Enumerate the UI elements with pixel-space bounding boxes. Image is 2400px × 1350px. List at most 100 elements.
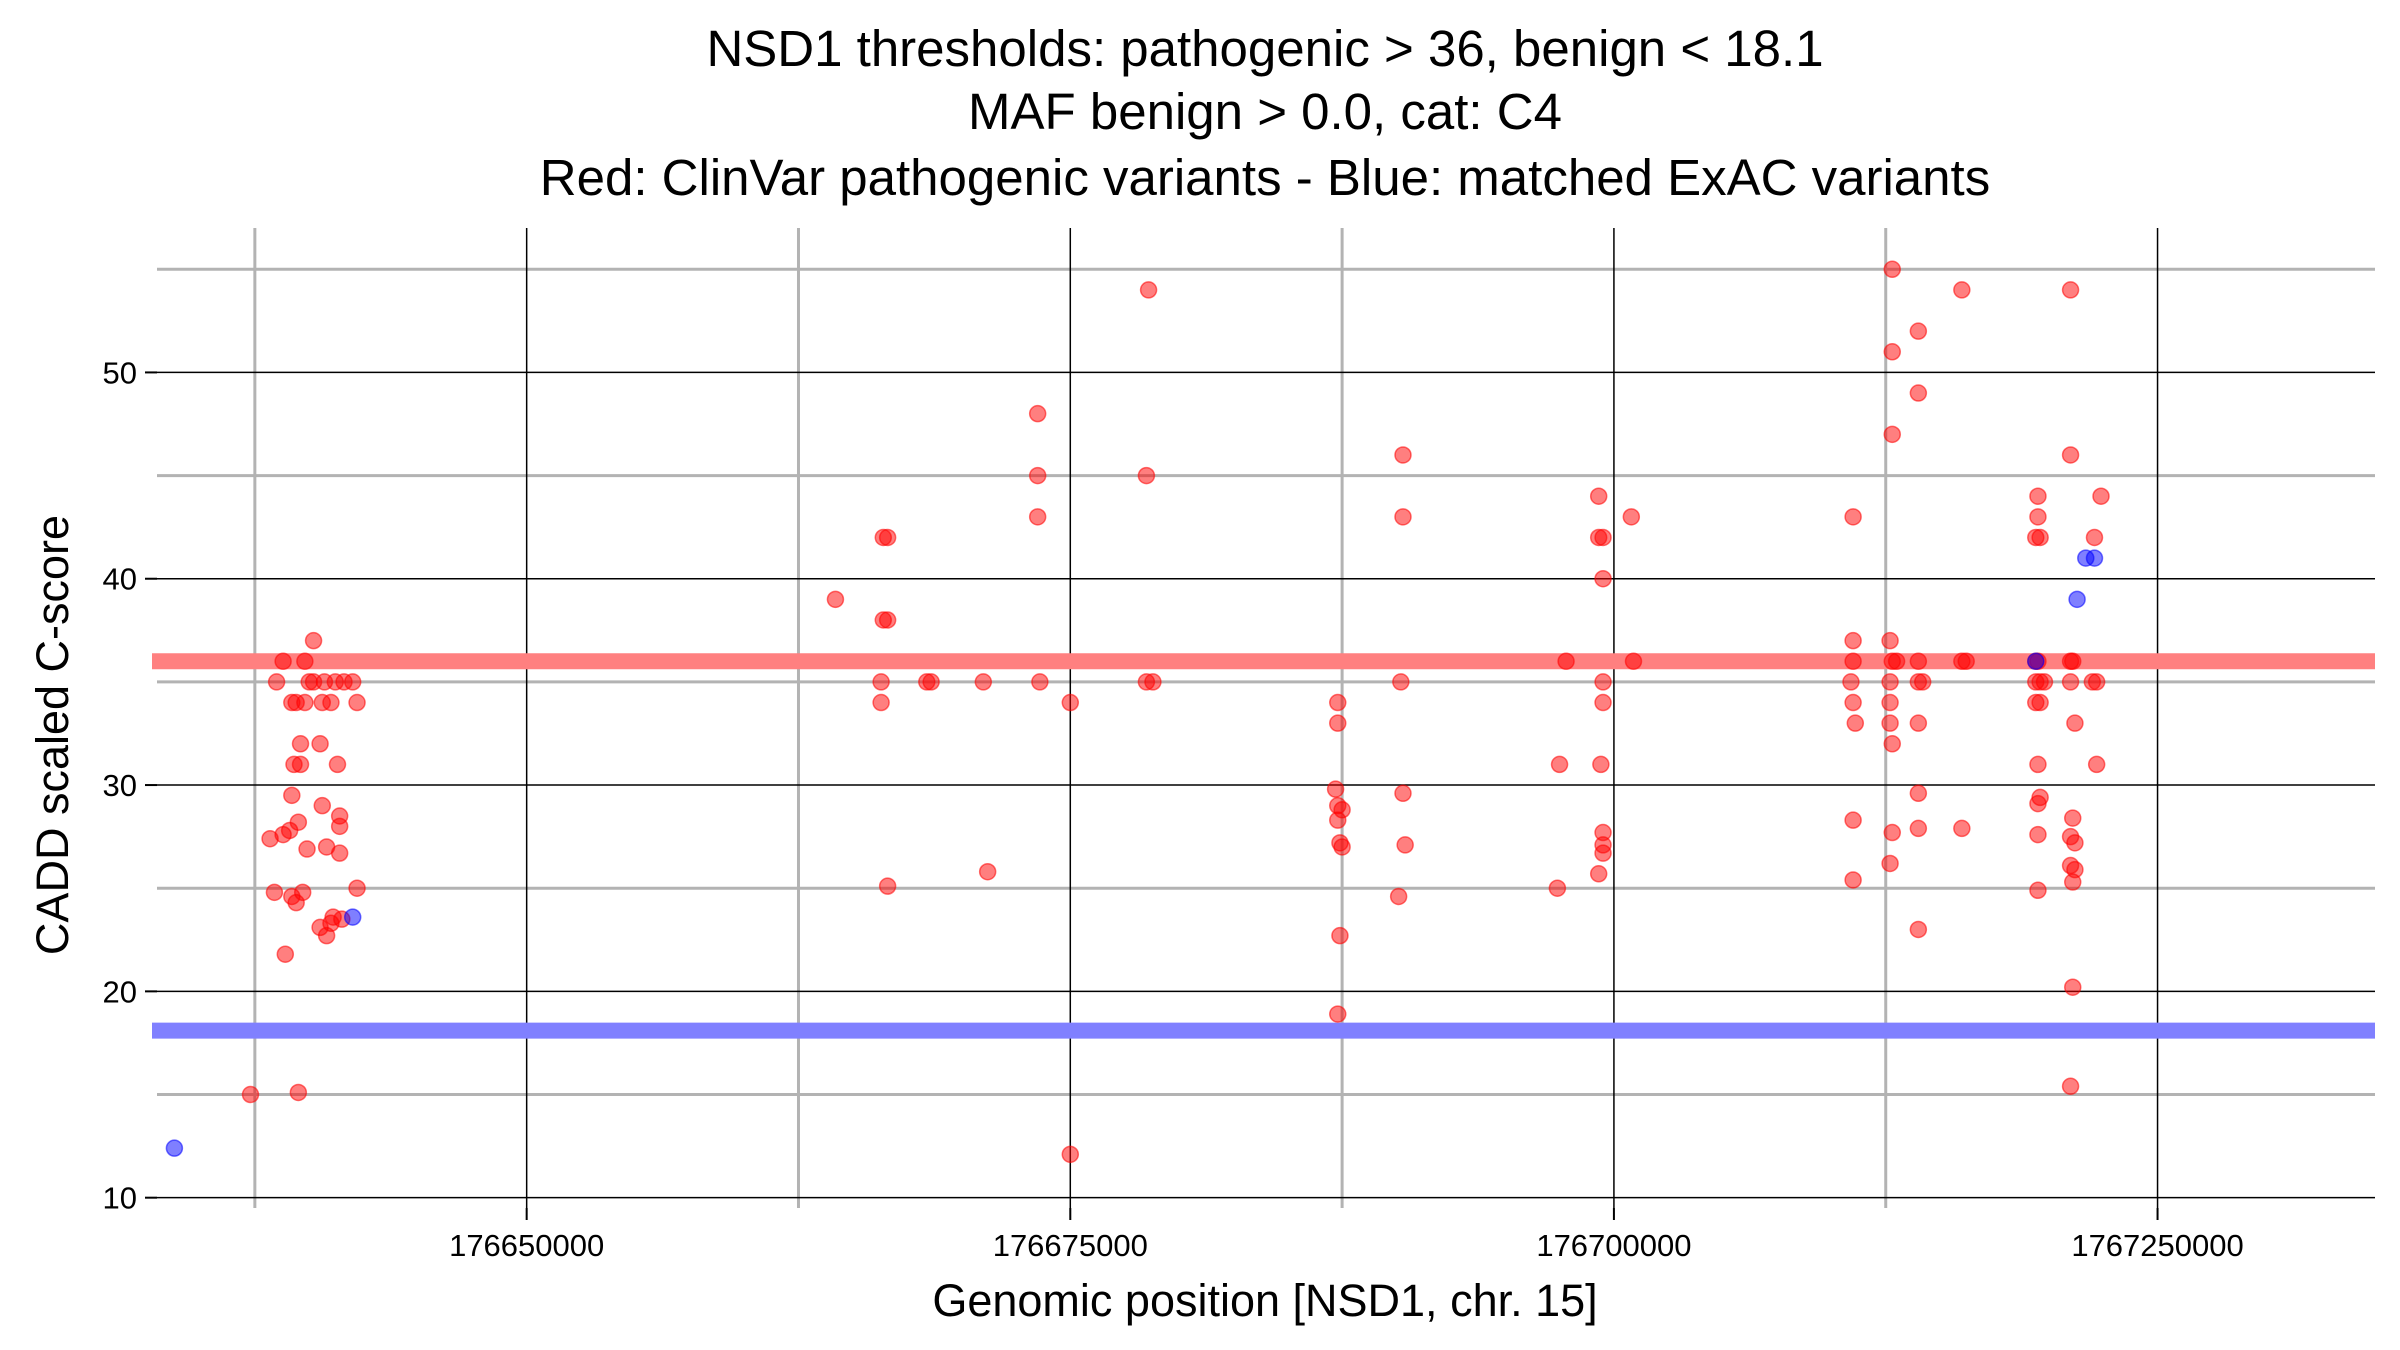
data-point: [1589, 865, 1608, 883]
data-point: [330, 817, 349, 836]
data-point: [328, 755, 347, 774]
data-point: [1548, 879, 1567, 897]
data-point: [2092, 487, 2110, 505]
y-tick-label: 40: [103, 562, 137, 597]
data-point: [2061, 446, 2080, 464]
x-axis-ticks: 176650000 176675000 176700000 1767250000: [449, 1208, 2244, 1263]
data-point: [322, 693, 340, 712]
data-point: [1028, 508, 1047, 526]
threshold-lines: [152, 653, 2375, 1039]
data-point: [283, 786, 301, 805]
data-point: [2035, 673, 2054, 691]
data-point: [1909, 920, 1928, 939]
data-point: [265, 883, 284, 902]
data-point: [2087, 755, 2106, 774]
data-point: [1028, 466, 1047, 485]
y-axis-ticks: 10 20 30 40 50: [103, 355, 157, 1216]
data-point: [1331, 926, 1349, 945]
data-point: [1394, 446, 1412, 464]
data-point: [2029, 487, 2047, 505]
chart-title: NSD1 thresholds: pathogenic > 36, benign…: [540, 20, 1990, 206]
data-point: [1589, 487, 1608, 505]
data-point: [313, 796, 332, 815]
data-point: [2063, 873, 2082, 891]
data-point: [2061, 281, 2080, 299]
data-point: [974, 673, 993, 691]
title-line-3: Red: ClinVar pathogenic variants - Blue:…: [540, 149, 1990, 206]
data-point: [1909, 322, 1928, 340]
y-tick-label: 50: [103, 355, 137, 390]
data-point: [878, 528, 897, 547]
data-point: [1326, 780, 1345, 798]
data-point: [2029, 755, 2047, 774]
data-point: [1329, 811, 1347, 829]
data-point: [1557, 652, 1575, 671]
data-point: [1883, 260, 1902, 279]
x-tick-label: 176650000: [449, 1228, 604, 1263]
title-line-2: MAF benign > 0.0, cat: C4: [968, 83, 1562, 140]
data-point: [2029, 825, 2047, 844]
x-tick-label: 1767250000: [2071, 1228, 2243, 1263]
data-point: [1881, 693, 1899, 712]
data-point: [1137, 466, 1156, 485]
x-tick-label: 176675000: [993, 1228, 1148, 1263]
data-point: [317, 926, 336, 945]
data-point: [1881, 631, 1899, 650]
x-axis-title: Genomic position [NSD1, chr. 15]: [932, 1275, 1597, 1326]
data-point: [1909, 714, 1928, 732]
data-point: [1594, 844, 1612, 862]
data-point: [1881, 854, 1899, 873]
data-point: [1389, 887, 1408, 906]
data-point: [1622, 508, 1641, 526]
data-point: [1881, 714, 1899, 732]
data-point: [1909, 384, 1928, 402]
data-point: [1881, 673, 1899, 691]
data-point: [287, 893, 305, 912]
y-tick-label: 30: [103, 768, 137, 803]
data-point: [1844, 652, 1862, 671]
data-point: [878, 877, 897, 895]
data-point: [978, 862, 997, 881]
data-point: [1883, 343, 1902, 361]
data-point: [1913, 673, 1932, 691]
data-point: [296, 652, 314, 671]
data-point: [276, 945, 295, 963]
data-point: [1550, 755, 1569, 774]
data-point: [2029, 881, 2047, 900]
data-point: [1031, 673, 1049, 691]
data-point: [343, 673, 362, 691]
data-point: [1909, 819, 1928, 838]
data-point: [1594, 528, 1612, 547]
data-point: [1394, 508, 1412, 526]
data-point: [2031, 528, 2049, 547]
data-point: [1392, 673, 1410, 691]
data-point: [1909, 652, 1928, 671]
data-point: [291, 735, 310, 753]
data-point: [2029, 508, 2047, 526]
data-point: [1144, 673, 1162, 691]
data-point: [1594, 673, 1612, 691]
data-point: [343, 908, 362, 926]
data-point: [2029, 794, 2047, 813]
data-point: [304, 631, 323, 650]
data-point: [165, 1139, 184, 1157]
data-point: [1883, 735, 1902, 753]
data-point: [1953, 819, 1971, 838]
data-point: [1624, 652, 1643, 671]
data-point: [1844, 631, 1862, 650]
data-point: [826, 590, 845, 609]
minor-grid: [157, 228, 2375, 1208]
data-point: [2063, 652, 2082, 671]
data-point: [1883, 425, 1902, 444]
data-point: [261, 829, 279, 848]
data-point: [2061, 673, 2080, 691]
data-point: [1887, 652, 1906, 671]
data-point: [274, 652, 292, 671]
y-tick-label: 10: [103, 1181, 137, 1216]
data-point: [2066, 714, 2084, 732]
title-line-1: NSD1 thresholds: pathogenic > 36, benign…: [706, 20, 1823, 77]
y-axis-title: CADD scaled C-score: [27, 515, 78, 955]
data-point: [1061, 693, 1080, 712]
data-point: [296, 693, 314, 712]
data-point: [1592, 755, 1610, 774]
